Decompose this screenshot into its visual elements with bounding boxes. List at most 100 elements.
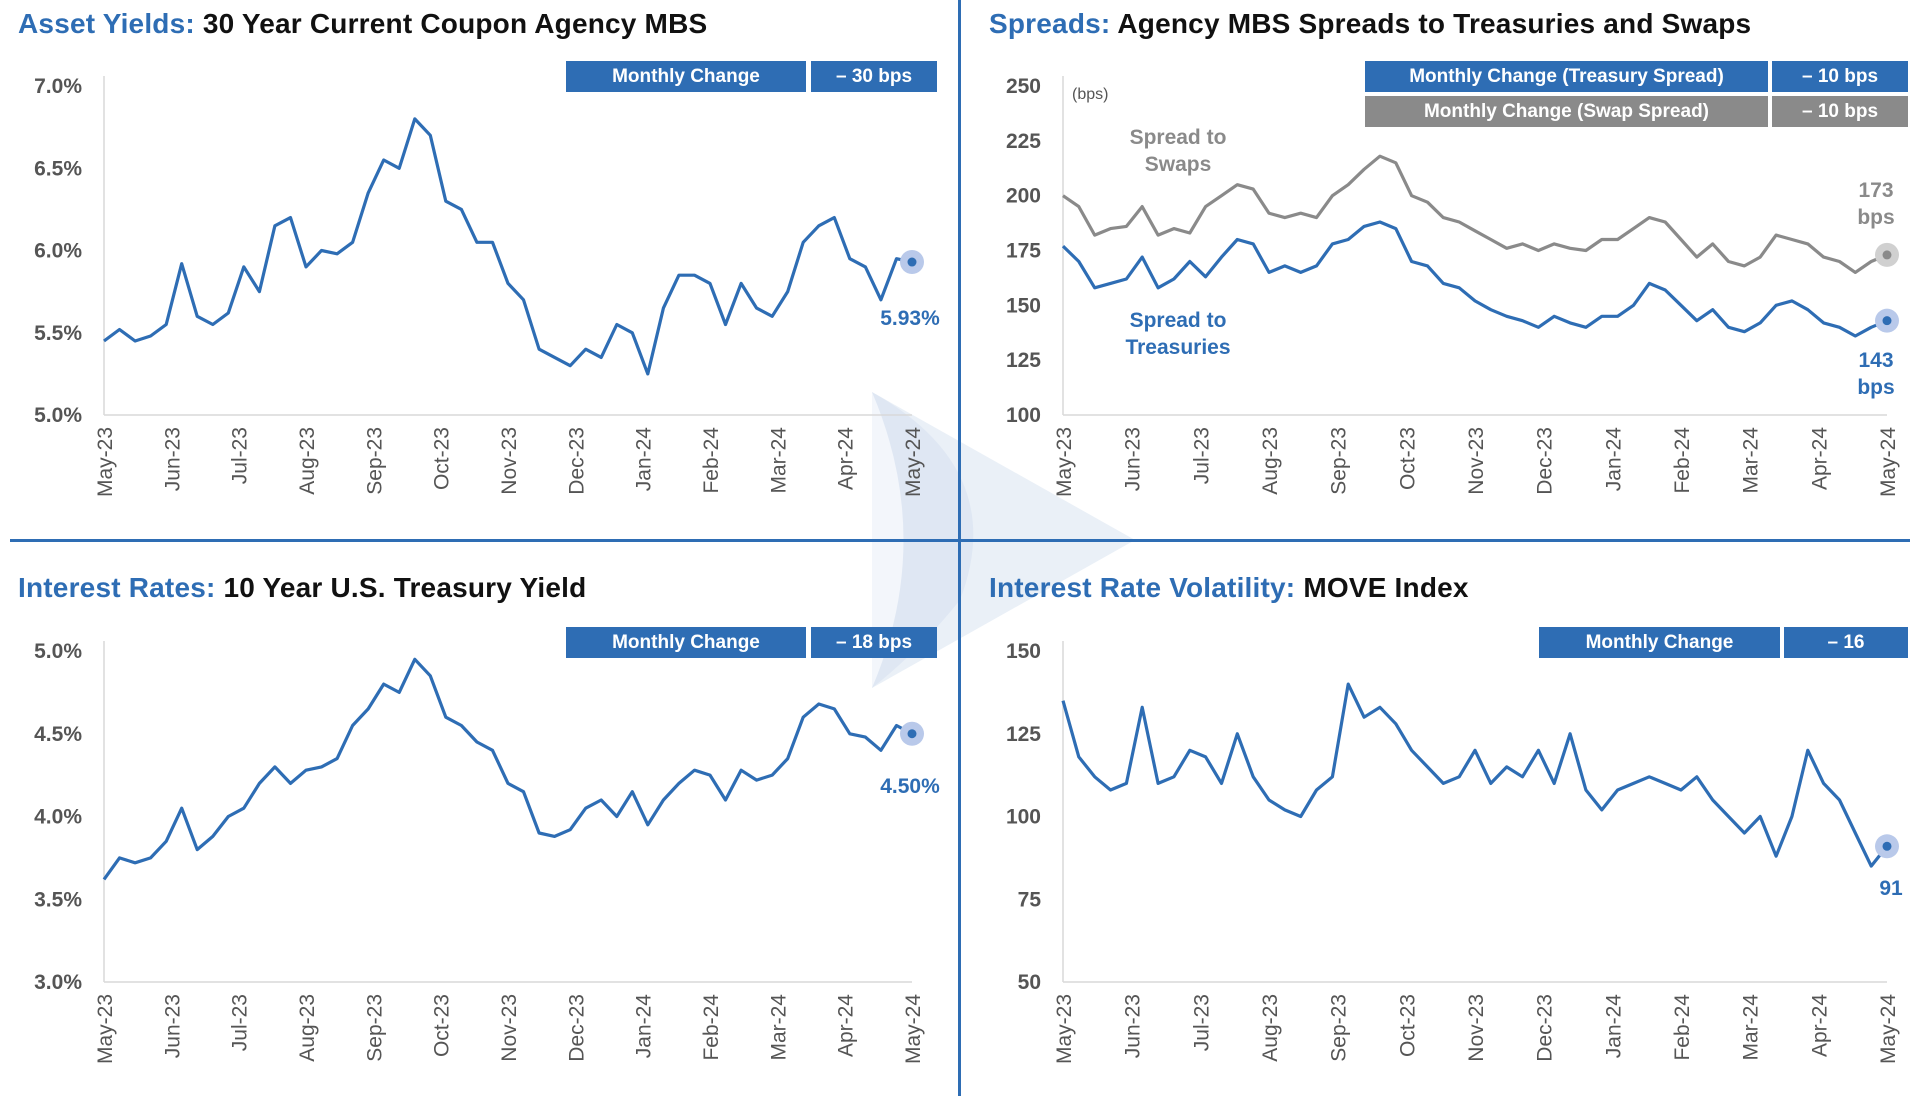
title-text: MOVE Index — [1303, 572, 1469, 603]
x-tick-label: Aug-23 — [296, 427, 319, 495]
y-tick-label: 125 — [1006, 349, 1041, 372]
chart-title-asset-yields: Asset Yields: 30 Year Current Coupon Age… — [18, 8, 707, 40]
series-line — [102, 657, 913, 881]
x-tick-label: Jul-23 — [229, 994, 252, 1051]
series-line — [1061, 220, 1888, 338]
end-marker-dot — [1882, 316, 1892, 326]
y-tick-label: 150 — [1006, 294, 1041, 317]
x-tick-label: May-23 — [1053, 994, 1076, 1064]
x-tick-label: Sep-23 — [363, 994, 386, 1062]
x-tick-label: May-24 — [902, 994, 925, 1064]
x-tick-label: Oct-23 — [431, 427, 454, 490]
x-tick-label: Apr-24 — [835, 427, 858, 490]
x-tick-label: May-23 — [1053, 427, 1076, 497]
monthly-change-value: – 30 bps — [811, 61, 937, 92]
monthly-change-value: – 18 bps — [811, 627, 937, 658]
title-highlight: Spreads: — [989, 8, 1111, 39]
x-tick-label: Jul-23 — [229, 427, 252, 484]
y-tick-label: 125 — [1006, 723, 1041, 746]
x-tick-label: Jan-24 — [633, 427, 656, 492]
monthly-change-treasury-value: – 10 bps — [1772, 61, 1908, 92]
x-tick-label: Jun-23 — [161, 994, 184, 1058]
monthly-change-swap-label: Monthly Change (Swap Spread) — [1365, 96, 1768, 127]
x-tick-label: Mar-24 — [1740, 994, 1763, 1061]
y-tick-label: 225 — [1006, 130, 1041, 153]
horizontal-divider — [10, 539, 1910, 542]
y-tick-label: 100 — [1006, 404, 1041, 427]
end-marker-dot — [1882, 250, 1892, 260]
y-tick-label: 4.0% — [34, 806, 82, 829]
y-tick-label: 50 — [1018, 971, 1041, 994]
x-tick-label: Nov-23 — [498, 427, 521, 495]
x-tick-label: Apr-24 — [835, 994, 858, 1057]
x-tick-label: Dec-23 — [565, 427, 588, 495]
x-tick-label: Nov-23 — [498, 994, 521, 1062]
x-tick-label: Dec-23 — [1534, 427, 1557, 495]
x-tick-label: Oct-23 — [1396, 994, 1419, 1057]
x-tick-label: Feb-24 — [700, 994, 723, 1061]
x-tick-label: Jan-24 — [1602, 427, 1625, 492]
x-tick-label: May-24 — [1877, 427, 1900, 497]
series-line — [1062, 154, 1888, 274]
series-line — [1061, 682, 1889, 868]
end-label-move: 91 — [1879, 877, 1903, 900]
y-tick-label: 5.0% — [34, 640, 82, 663]
x-tick-label: Feb-24 — [700, 427, 723, 494]
title-text: 30 Year Current Coupon Agency MBS — [202, 8, 708, 39]
title-highlight: Asset Yields: — [18, 8, 195, 39]
x-tick-label: Feb-24 — [1671, 427, 1694, 494]
title-highlight: Interest Rates: — [18, 572, 216, 603]
series-label-treasuries: Spread to Treasuries — [1125, 309, 1231, 359]
end-label-treasuries: 143 bps — [1857, 349, 1895, 399]
x-tick-label: Apr-24 — [1808, 994, 1831, 1057]
x-tick-label: May-23 — [94, 427, 117, 497]
x-tick-label: Apr-24 — [1808, 427, 1831, 490]
x-tick-label: Nov-23 — [1465, 427, 1488, 495]
y-tick-label: 3.5% — [34, 888, 82, 911]
x-tick-label: Aug-23 — [1259, 427, 1282, 495]
y-tick-label: 6.5% — [34, 157, 82, 180]
y-tick-label: 5.5% — [34, 322, 82, 345]
end-marker-dot — [1882, 841, 1892, 851]
y-tick-label: 7.0% — [34, 75, 82, 98]
x-tick-label: Feb-24 — [1671, 994, 1694, 1061]
chart-title-spreads: Spreads: Agency MBS Spreads to Treasurie… — [989, 8, 1751, 40]
monthly-change-value: – 16 — [1784, 627, 1908, 658]
x-tick-label: Sep-23 — [1328, 994, 1351, 1062]
y-tick-label: 4.5% — [34, 723, 82, 746]
chart-title-move-index: Interest Rate Volatility: MOVE Index — [989, 572, 1469, 604]
x-tick-label: Mar-24 — [767, 427, 790, 494]
end-marker-dot — [907, 257, 917, 267]
x-tick-label: Sep-23 — [363, 427, 386, 495]
chart-title-interest-rates: Interest Rates: 10 Year U.S. Treasury Yi… — [18, 572, 586, 604]
x-tick-label: Jun-23 — [1122, 994, 1145, 1058]
x-tick-label: Jan-24 — [633, 994, 656, 1059]
x-tick-label: Mar-24 — [767, 994, 790, 1061]
x-tick-label: May-24 — [1877, 994, 1900, 1064]
title-text: Agency MBS Spreads to Treasuries and Swa… — [1117, 8, 1752, 39]
x-tick-label: Jun-23 — [161, 427, 184, 491]
title-text: 10 Year U.S. Treasury Yield — [223, 572, 587, 603]
x-tick-label: Oct-23 — [431, 994, 454, 1057]
y-tick-label: 3.0% — [34, 971, 82, 994]
x-tick-label: May-23 — [94, 994, 117, 1064]
monthly-change-treasury-label: Monthly Change (Treasury Spread) — [1365, 61, 1768, 92]
y-tick-label: 150 — [1006, 640, 1041, 663]
y-tick-label: 200 — [1006, 185, 1041, 208]
x-tick-label: Sep-23 — [1328, 427, 1351, 495]
unit-label: (bps) — [1072, 86, 1109, 103]
series-line — [103, 117, 913, 376]
monthly-change-label: Monthly Change — [1539, 627, 1780, 658]
y-tick-label: 175 — [1006, 240, 1041, 263]
x-tick-label: Nov-23 — [1465, 994, 1488, 1062]
y-tick-label: 75 — [1018, 888, 1042, 911]
y-tick-label: 100 — [1006, 806, 1041, 829]
title-highlight: Interest Rate Volatility: — [989, 572, 1296, 603]
x-tick-label: Jul-23 — [1190, 994, 1213, 1051]
monthly-change-label: Monthly Change — [566, 627, 806, 658]
series-label-swaps: Spread to Swaps — [1129, 126, 1227, 176]
x-tick-label: May-24 — [902, 427, 925, 497]
x-tick-label: Jun-23 — [1122, 427, 1145, 491]
monthly-change-swap-value: – 10 bps — [1772, 96, 1908, 127]
